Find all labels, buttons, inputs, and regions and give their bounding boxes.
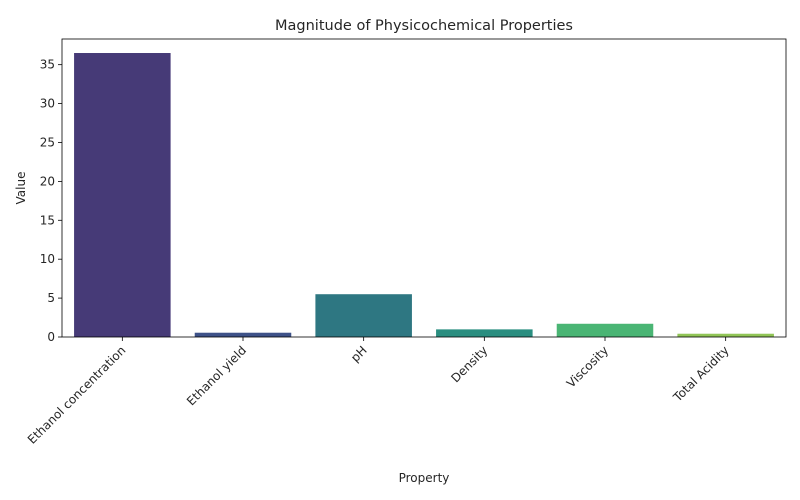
x-tick-label: Total Acidity <box>670 343 732 405</box>
y-axis: 0 5 10 15 20 25 30 35 <box>40 58 62 344</box>
plot-frame <box>61 38 787 338</box>
x-axis: Ethanol concentration Ethanol yield pH Dens… <box>25 337 732 447</box>
bar-ethanol-concentration <box>74 53 171 337</box>
y-tick-label: 25 <box>40 135 55 149</box>
y-tick-label: 30 <box>40 97 55 111</box>
bars-layer <box>74 53 774 337</box>
y-tick-label: 35 <box>40 58 55 72</box>
x-tick-label: Viscosity <box>564 343 611 390</box>
y-tick-label: 15 <box>40 213 55 227</box>
y-tick-label: 5 <box>47 291 55 305</box>
bar-viscosity <box>556 323 654 337</box>
y-axis-label: Value <box>14 172 28 205</box>
y-tick-label: 20 <box>40 174 55 188</box>
bar-ph <box>315 294 412 337</box>
x-tick-label: Density <box>448 343 490 385</box>
y-tick-label: 0 <box>47 330 55 344</box>
x-tick-label: pH <box>348 343 370 365</box>
x-tick-label: Ethanol yield <box>184 343 249 408</box>
bar-density <box>436 329 533 337</box>
x-tick-label: Ethanol concentration <box>25 343 129 447</box>
chart-title: Magnitude of Physicochemical Properties <box>275 18 573 34</box>
x-axis-label: Property <box>399 471 450 485</box>
bar-ethanol-yield <box>194 332 292 337</box>
y-tick-label: 10 <box>40 252 55 266</box>
bar-total-acidity <box>677 333 774 337</box>
